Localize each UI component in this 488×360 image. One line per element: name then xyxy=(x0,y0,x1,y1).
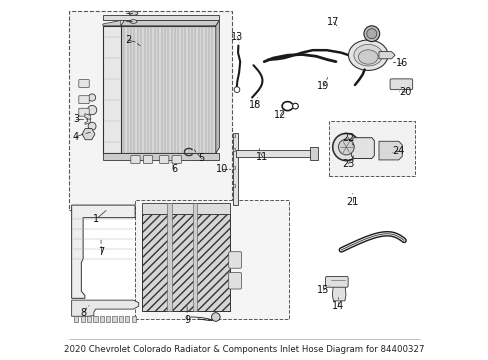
Circle shape xyxy=(338,139,353,155)
Text: 16: 16 xyxy=(395,58,407,68)
FancyBboxPatch shape xyxy=(172,156,181,163)
Bar xyxy=(135,201,289,319)
FancyBboxPatch shape xyxy=(325,276,347,287)
Bar xyxy=(233,184,235,187)
Text: 12: 12 xyxy=(274,111,286,121)
Polygon shape xyxy=(72,205,135,298)
Bar xyxy=(131,316,136,321)
Bar xyxy=(121,26,215,153)
Text: 2020 Chevrolet Colorado Radiator & Components Inlet Hose Diagram for 84400327: 2020 Chevrolet Colorado Radiator & Compo… xyxy=(64,345,424,354)
Ellipse shape xyxy=(128,11,138,15)
Ellipse shape xyxy=(348,40,387,71)
Text: 20: 20 xyxy=(399,87,411,97)
Circle shape xyxy=(88,94,96,101)
FancyBboxPatch shape xyxy=(143,156,152,163)
FancyBboxPatch shape xyxy=(131,156,140,163)
Bar xyxy=(192,203,196,311)
Circle shape xyxy=(211,313,220,321)
Text: 5: 5 xyxy=(198,153,204,163)
Bar xyxy=(233,166,235,169)
Ellipse shape xyxy=(129,20,137,23)
Text: 22: 22 xyxy=(342,133,354,143)
Bar xyxy=(93,316,98,321)
Bar xyxy=(106,316,110,321)
Polygon shape xyxy=(121,21,219,26)
Bar xyxy=(87,316,91,321)
Circle shape xyxy=(366,29,376,39)
Text: 14: 14 xyxy=(332,301,344,311)
Polygon shape xyxy=(82,129,95,140)
FancyBboxPatch shape xyxy=(228,252,241,268)
Bar xyxy=(142,214,230,311)
Polygon shape xyxy=(332,284,346,301)
Polygon shape xyxy=(215,21,219,153)
Bar xyxy=(69,12,231,211)
Text: 2: 2 xyxy=(124,35,131,45)
Text: 23: 23 xyxy=(342,159,354,169)
FancyBboxPatch shape xyxy=(79,80,89,87)
Text: 19: 19 xyxy=(317,81,329,91)
Text: 11: 11 xyxy=(256,152,268,162)
Circle shape xyxy=(292,103,298,109)
Text: 13: 13 xyxy=(231,32,243,41)
FancyBboxPatch shape xyxy=(159,156,168,163)
FancyBboxPatch shape xyxy=(389,79,412,90)
Bar xyxy=(102,153,219,159)
Bar xyxy=(167,203,171,311)
Text: 4: 4 xyxy=(73,132,79,142)
Ellipse shape xyxy=(358,50,377,64)
Bar xyxy=(100,316,104,321)
Bar xyxy=(309,147,317,160)
Circle shape xyxy=(332,134,359,161)
Polygon shape xyxy=(102,21,121,26)
Bar xyxy=(125,316,129,321)
Bar xyxy=(233,134,235,137)
Bar xyxy=(233,134,238,205)
FancyBboxPatch shape xyxy=(79,96,89,104)
Bar xyxy=(328,121,414,176)
Bar xyxy=(112,316,117,321)
Text: 3: 3 xyxy=(73,114,79,124)
Bar xyxy=(74,316,78,321)
Text: 8: 8 xyxy=(81,308,87,318)
Ellipse shape xyxy=(353,44,382,66)
Bar xyxy=(119,316,123,321)
Circle shape xyxy=(88,122,96,130)
Text: 18: 18 xyxy=(248,100,261,110)
Bar xyxy=(102,26,121,153)
Circle shape xyxy=(87,105,97,115)
Text: 15: 15 xyxy=(317,285,329,295)
FancyBboxPatch shape xyxy=(228,273,241,289)
Polygon shape xyxy=(378,141,402,160)
Bar xyxy=(81,316,84,321)
Polygon shape xyxy=(72,300,139,316)
Text: 9: 9 xyxy=(183,315,190,325)
Text: 1: 1 xyxy=(92,215,99,224)
Text: 10: 10 xyxy=(216,164,228,174)
Bar xyxy=(235,149,310,157)
Polygon shape xyxy=(378,51,394,59)
Text: 6: 6 xyxy=(171,164,177,174)
Text: 17: 17 xyxy=(326,17,339,27)
Text: 24: 24 xyxy=(392,146,404,156)
Circle shape xyxy=(234,87,239,93)
FancyBboxPatch shape xyxy=(79,108,89,116)
Text: 7: 7 xyxy=(98,247,104,257)
Bar xyxy=(142,203,230,214)
Circle shape xyxy=(363,26,379,41)
Bar xyxy=(102,15,219,21)
Polygon shape xyxy=(351,138,373,158)
Bar xyxy=(233,148,235,151)
Polygon shape xyxy=(85,114,90,125)
Text: 21: 21 xyxy=(346,197,358,207)
